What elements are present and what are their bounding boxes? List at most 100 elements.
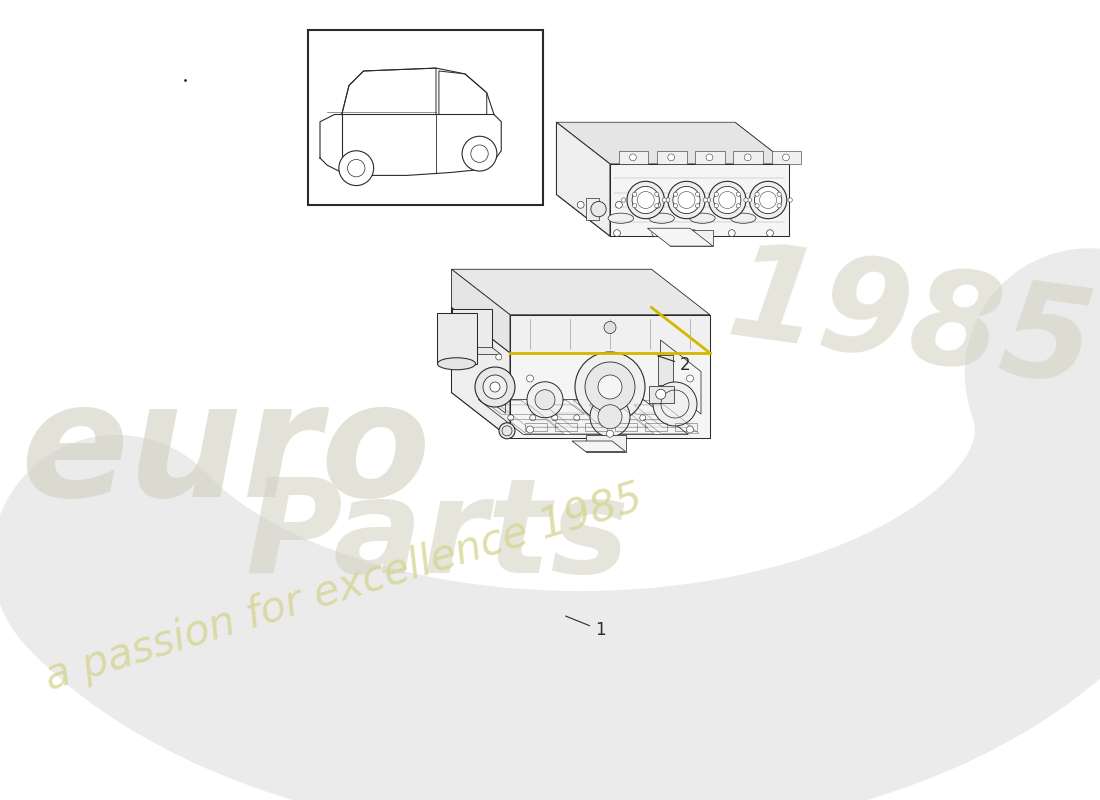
Polygon shape	[437, 313, 476, 364]
Polygon shape	[572, 441, 626, 451]
Circle shape	[736, 204, 740, 208]
Polygon shape	[485, 376, 506, 414]
Polygon shape	[658, 355, 673, 385]
Circle shape	[788, 198, 792, 202]
Polygon shape	[649, 386, 673, 402]
Circle shape	[653, 382, 697, 426]
Circle shape	[508, 414, 514, 421]
Circle shape	[527, 426, 534, 433]
Text: 2: 2	[658, 356, 691, 374]
Circle shape	[686, 426, 693, 433]
Circle shape	[574, 414, 580, 421]
Polygon shape	[610, 164, 789, 236]
Circle shape	[492, 390, 502, 400]
Ellipse shape	[649, 213, 674, 223]
Circle shape	[621, 198, 626, 202]
Text: 1985: 1985	[720, 235, 1100, 412]
Circle shape	[668, 154, 674, 161]
Circle shape	[744, 198, 748, 202]
Circle shape	[695, 192, 700, 196]
Ellipse shape	[690, 213, 715, 223]
Text: Parts: Parts	[245, 473, 629, 600]
Circle shape	[490, 382, 500, 392]
Polygon shape	[510, 314, 710, 353]
Circle shape	[632, 186, 659, 214]
Circle shape	[629, 154, 636, 161]
Circle shape	[777, 192, 781, 196]
Polygon shape	[734, 151, 763, 164]
Circle shape	[714, 204, 718, 208]
Polygon shape	[670, 230, 713, 246]
Circle shape	[673, 204, 678, 208]
Circle shape	[475, 367, 515, 407]
Circle shape	[604, 322, 616, 334]
Circle shape	[714, 186, 741, 214]
Circle shape	[767, 230, 773, 237]
Polygon shape	[585, 434, 626, 451]
Circle shape	[706, 154, 713, 161]
Polygon shape	[735, 122, 789, 236]
Circle shape	[598, 405, 622, 429]
Ellipse shape	[438, 358, 475, 370]
Polygon shape	[451, 307, 510, 438]
Circle shape	[614, 230, 620, 237]
Circle shape	[495, 370, 503, 378]
Circle shape	[745, 154, 751, 161]
Polygon shape	[451, 270, 510, 353]
Circle shape	[673, 186, 700, 214]
Circle shape	[728, 230, 735, 237]
Polygon shape	[451, 393, 710, 438]
Circle shape	[499, 422, 515, 438]
Circle shape	[654, 204, 659, 208]
Circle shape	[590, 397, 630, 437]
Polygon shape	[557, 194, 789, 236]
Polygon shape	[618, 151, 648, 164]
Polygon shape	[510, 353, 710, 438]
Circle shape	[692, 202, 698, 208]
Circle shape	[703, 198, 707, 202]
Circle shape	[530, 414, 536, 421]
Circle shape	[755, 192, 759, 196]
Polygon shape	[557, 122, 789, 164]
Text: euro: euro	[20, 375, 430, 530]
Circle shape	[706, 198, 711, 202]
Circle shape	[747, 198, 751, 202]
Polygon shape	[695, 151, 725, 164]
Circle shape	[662, 198, 667, 202]
Circle shape	[585, 362, 635, 412]
Circle shape	[708, 182, 746, 218]
Polygon shape	[771, 151, 801, 164]
Circle shape	[653, 202, 661, 208]
Polygon shape	[586, 198, 598, 220]
Circle shape	[578, 202, 584, 208]
Bar	[308, 30, 543, 205]
Polygon shape	[648, 228, 713, 246]
Ellipse shape	[608, 213, 634, 223]
Circle shape	[654, 192, 659, 196]
Circle shape	[656, 390, 666, 399]
Circle shape	[730, 202, 737, 208]
Circle shape	[714, 192, 718, 196]
Circle shape	[339, 150, 374, 186]
Circle shape	[652, 230, 659, 237]
Circle shape	[616, 202, 623, 208]
Circle shape	[535, 390, 556, 410]
Polygon shape	[657, 151, 686, 164]
Circle shape	[575, 352, 645, 422]
Circle shape	[606, 430, 614, 438]
Circle shape	[527, 375, 534, 382]
Circle shape	[527, 382, 563, 418]
Circle shape	[632, 204, 637, 208]
Circle shape	[755, 204, 759, 208]
Circle shape	[552, 414, 558, 421]
Circle shape	[598, 375, 622, 399]
Circle shape	[749, 182, 786, 218]
Circle shape	[668, 182, 705, 218]
Circle shape	[618, 414, 624, 421]
Circle shape	[591, 202, 606, 217]
Polygon shape	[651, 307, 710, 438]
Circle shape	[690, 230, 697, 237]
Ellipse shape	[730, 213, 756, 223]
Circle shape	[627, 182, 664, 218]
Circle shape	[666, 198, 670, 202]
